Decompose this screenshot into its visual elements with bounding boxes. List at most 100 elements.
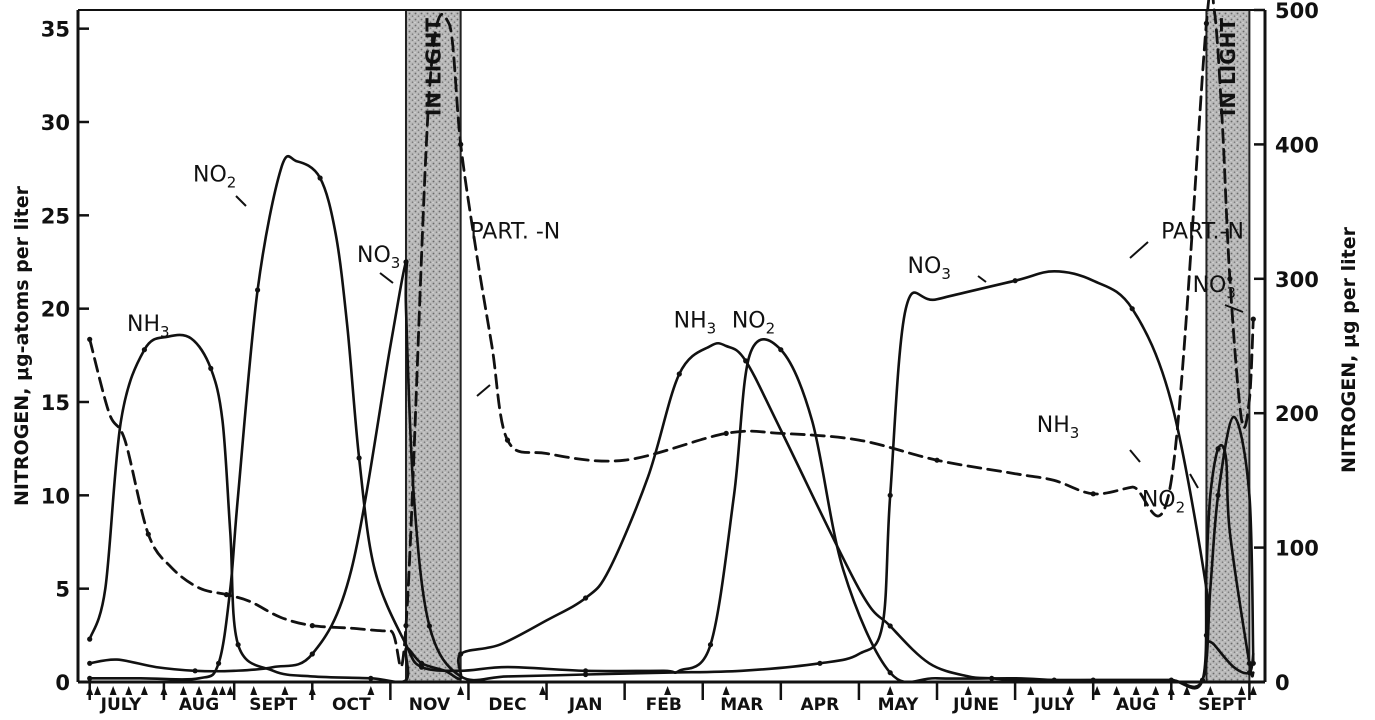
point-no2-31 [1051,677,1057,683]
left-axis-title: NITROGEN, μg-atoms per liter [11,185,33,506]
shaded-regions-layer: IN LIGHT IN LIGHT [404,9,1251,683]
sample-marker-20 [886,686,894,695]
point-part-n-13 [403,623,409,629]
sample-marker-31 [1238,686,1246,695]
right-tick-label-400: 400 [1275,133,1319,157]
month-label-15: SEPT [1198,695,1246,715]
sample-marker-14 [308,686,316,695]
point-nh3-19 [458,651,464,657]
sample-marker-8 [195,686,203,695]
point-part-n-37 [1250,316,1256,322]
left-tick-label-10: 10 [41,484,70,508]
right-tick-label-200: 200 [1275,402,1319,426]
month-label-6: DEC [488,695,526,715]
point-nh3-10 [235,642,241,648]
sample-marker-13 [281,686,289,695]
month-label-9: MAR [720,695,763,715]
point-no2-10 [317,175,323,181]
series-line-part-n [88,0,1255,669]
series-label-part-n-1: PART. -N [470,219,560,397]
point-part-n-1 [87,336,93,342]
point-no2-13 [356,455,362,461]
sample-marker-10 [218,686,226,695]
series-line-nh3 [88,333,1255,690]
series-label-no2-2: NO2 [732,308,775,337]
right-tick-label-100: 100 [1275,537,1319,561]
month-label-2: AUG [179,695,219,715]
series-line-no2 [88,154,1255,689]
in-light-region-1 [404,9,462,683]
series-label-text-no2-3: NO2 [1142,488,1185,517]
series-label-nh3-2: NH3 [674,308,717,337]
sample-marker-26 [1132,686,1140,695]
sample-marker-15 [367,686,375,695]
series-label-text-no3-3: NO3 [1193,273,1236,302]
month-label-12: JUNE [952,695,999,715]
series-label-text-no2-2: NO2 [732,308,775,337]
sample-marker-18 [664,686,672,695]
in-light-label-2: IN LIGHT [1216,18,1240,116]
series-label-leader-no2-1 [235,195,247,207]
series-label-leader-part-n-2 [1129,241,1149,259]
point-nh3-1 [87,636,93,642]
left-tick-label-30: 30 [41,111,70,135]
series-label-leader-part-n-1 [476,384,491,397]
point-no3-22 [887,492,893,498]
left-tick-label-20: 20 [41,298,70,322]
month-label-3: SEPT [249,695,297,715]
point-nh3-4 [141,347,147,353]
series-label-text-part-n-2: PART.-N [1161,219,1244,244]
point-no2-28 [887,670,893,676]
series-label-no3-3: NO3 [1193,273,1244,313]
sample-marker-3 [109,686,117,695]
point-no3-28 [1129,306,1135,312]
series-label-no3-2: NO3 [908,254,987,283]
month-label-7: JAN [568,695,603,715]
series-label-part-n-2: PART.-N [1129,219,1244,259]
sample-marker-23 [1066,686,1074,695]
point-part-n-28 [1090,491,1096,497]
point-no2-4 [216,660,222,666]
series-label-text-part-n-1: PART. -N [470,219,560,244]
series-layer [87,0,1256,690]
sample-marker-16 [457,686,465,695]
left-tick-label-0: 0 [55,671,70,695]
sample-marker-28 [1167,686,1175,695]
series-label-no2-1: NO2 [193,163,247,207]
point-no3-13 [426,623,432,629]
month-label-8: FEB [646,695,682,715]
left-tick-label-35: 35 [41,18,70,42]
point-nh3-22 [583,595,589,601]
series-label-text-nh3-3: NH3 [1037,413,1080,442]
labels-layer: NITROGEN, μg-atoms per liter NITROGEN, μ… [11,163,1360,517]
left-tick-label-5: 5 [55,578,70,602]
point-nh3-46 [1246,660,1252,666]
month-label-14: AUG [1116,695,1156,715]
point-no3-10 [403,259,409,265]
sample-marker-11 [226,686,234,695]
series-label-text-nh3-1: NH3 [127,312,170,341]
series-label-leader-no3-1 [379,272,394,284]
right-axis-title: NITROGEN, μg per liter [1338,226,1360,473]
point-nh3-31 [887,623,893,629]
series-label-leader-no2-3 [1189,473,1199,489]
point-nh3-7 [208,365,214,371]
in-light-region-2 [1205,9,1251,683]
sample-marker-30 [1206,686,1214,695]
right-tick-label-300: 300 [1275,268,1319,292]
sample-marker-21 [964,686,972,695]
point-no2-1 [87,675,93,681]
point-no2-22 [707,642,714,648]
series-label-text-no3-1: NO3 [357,243,400,272]
point-no2-7 [255,287,261,293]
point-nh3-16 [419,660,425,666]
month-label-5: NOV [409,695,451,715]
point-part-n-31 [1203,20,1209,26]
series-label-no2-3: NO2 [1142,473,1199,517]
sample-marker-4 [125,686,133,695]
point-part-n-10 [309,623,315,629]
point-no3-34 [1246,670,1252,676]
point-no3-25 [1012,278,1018,284]
sample-marker-25 [1113,686,1121,695]
